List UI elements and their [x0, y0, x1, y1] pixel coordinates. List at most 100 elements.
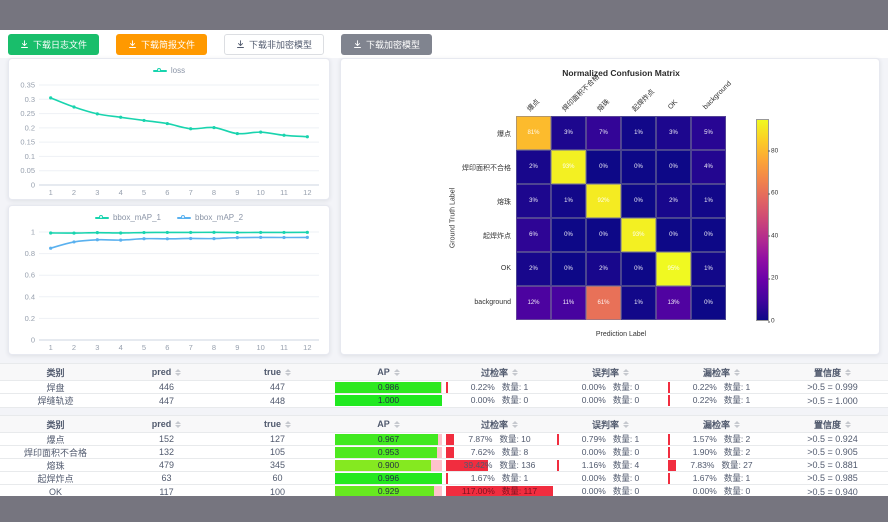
cell-miss-rate: 0.00% 数量: 0: [666, 485, 777, 498]
download-report-button[interactable]: 下载简报文件: [116, 33, 208, 55]
column-header-置信度[interactable]: 置信度: [777, 364, 888, 380]
sort-caret-icon[interactable]: [623, 420, 629, 428]
sort-caret-icon[interactable]: [175, 420, 182, 428]
colorbar-tick-label: 0: [768, 317, 775, 325]
column-header-true[interactable]: true: [222, 364, 333, 380]
legend-label: bbox_mAP_1: [112, 213, 161, 222]
sort-caret-icon[interactable]: [512, 420, 518, 428]
cell-ap: 0.996: [333, 472, 444, 484]
rate-count: 数量: 0: [501, 395, 529, 405]
column-header-label: 类别: [46, 419, 65, 430]
matrix-cell: 0%: [691, 218, 726, 252]
svg-text:4: 4: [119, 188, 123, 197]
column-header-AP[interactable]: AP: [333, 364, 444, 380]
confusion-matrix-title: Normalized Confusion Matrix: [562, 68, 680, 78]
matrix-cell: 11%: [551, 286, 586, 320]
cell-pred: 479: [158, 460, 175, 470]
ap-value: 0.986: [377, 381, 400, 392]
confusion-matrix-xlabel: Prediction Label: [595, 331, 647, 338]
matrix-cell: 0%: [656, 218, 691, 252]
rate-count: 数量: 0: [612, 381, 640, 392]
matrix-cell: 2%: [656, 184, 691, 218]
cell-class-name: OK: [48, 486, 62, 497]
cell-over-detection-rate: 7.87% 数量: 10: [444, 433, 555, 445]
legend-item-bbox_mAP_2[interactable]: bbox_mAP_2: [177, 213, 243, 222]
svg-text:0.35: 0.35: [20, 81, 35, 90]
sort-caret-icon[interactable]: [285, 420, 291, 428]
cell-misjudge-rate: 0.00% 数量: 0: [555, 381, 666, 393]
rate-percent: 0.00%: [581, 486, 606, 496]
cell-over-detection-rate: 1.67% 数量: 1: [444, 472, 555, 484]
sort-caret-icon[interactable]: [845, 420, 851, 428]
column-header-pred[interactable]: pred: [111, 364, 222, 380]
sort-caret-icon[interactable]: [512, 368, 518, 376]
column-header-置信度[interactable]: 置信度: [777, 416, 888, 432]
column-header-过检率[interactable]: 过检率: [444, 416, 555, 432]
sort-caret-icon[interactable]: [623, 368, 629, 376]
rate-text: 1.90% 数量: 2: [668, 447, 775, 458]
ap-bar-fill: [335, 433, 439, 445]
cell-over-detection-rate: 117.00% 数量: 117: [444, 485, 555, 498]
button-label: 下载日志文件: [33, 39, 88, 50]
sort-caret-icon[interactable]: [393, 420, 400, 428]
column-header-pred[interactable]: pred: [111, 416, 222, 432]
svg-text:4: 4: [119, 343, 123, 352]
column-header-label: AP: [377, 367, 390, 377]
sort-caret-icon[interactable]: [845, 368, 851, 376]
cell-confidence: >0.5 = 0.905: [807, 447, 858, 457]
rate-bar-over-detection-rate: 0.00% 数量: 0: [446, 395, 553, 406]
column-header-AP[interactable]: AP: [333, 416, 444, 432]
matrix-cell: 6%: [516, 218, 551, 252]
svg-text:6: 6: [165, 188, 169, 197]
legend-item-bbox_mAP_1[interactable]: bbox_mAP_1: [94, 213, 161, 222]
ap-bar-fill: [335, 459, 432, 471]
svg-text:9: 9: [235, 343, 239, 352]
legend-item-loss[interactable]: loss: [152, 66, 185, 75]
sort-caret-icon[interactable]: [175, 368, 182, 376]
rate-count: 数量: 1: [501, 381, 529, 392]
table-header-row: 类别 pred true AP 过检率 误判率 漏检率 置信度: [0, 364, 888, 381]
sort-caret-icon[interactable]: [393, 368, 400, 376]
cell-ap: 0.953: [333, 446, 444, 458]
cell-confidence: >0.5 = 0.940: [807, 486, 858, 497]
rate-count: 数量: 8: [501, 446, 529, 457]
svg-text:6: 6: [165, 343, 169, 352]
svg-text:1: 1: [31, 228, 35, 237]
rate-percent: 0.00%: [581, 381, 606, 392]
cell-class-name: 爆点: [46, 434, 65, 445]
column-header-label: 置信度: [813, 419, 841, 430]
rate-percent: 1.16%: [581, 459, 606, 470]
rate-bar-fill: [668, 395, 670, 406]
download-plain-model-button[interactable]: 下载非加密模型: [224, 33, 325, 55]
rate-bar-fill: [446, 459, 489, 471]
top-bar: [0, 0, 888, 30]
download-log-button[interactable]: 下载日志文件: [8, 33, 100, 55]
confusion-matrix-grid: 81% 3% 7% 1% 3% 5% 2% 93% 0% 0% 0% 4% 3% 1% 92% 0% 2% 1% 6…: [516, 116, 726, 320]
rate-percent: 0.22%: [692, 381, 717, 392]
sort-caret-icon[interactable]: [285, 368, 291, 376]
column-header-漏检率[interactable]: 漏检率: [666, 364, 777, 380]
svg-text:0.1: 0.1: [25, 152, 35, 161]
column-header-误判率[interactable]: 误判率: [555, 364, 666, 380]
sort-caret-icon[interactable]: [734, 420, 740, 428]
column-header-过检率[interactable]: 过检率: [444, 364, 555, 380]
sort-caret-icon[interactable]: [734, 368, 740, 376]
rate-bar-miss-rate: 7.83% 数量: 27: [668, 459, 775, 471]
rate-text: 0.00% 数量: 0: [446, 395, 553, 406]
rate-bar-misjudge-rate: 0.00% 数量: 0: [557, 382, 664, 393]
legend-marker: [152, 67, 167, 72]
svg-text:0.15: 0.15: [20, 138, 35, 147]
svg-text:3: 3: [95, 188, 99, 197]
column-header-误判率[interactable]: 误判率: [555, 416, 666, 432]
table-row: 焊印面积不合格 132 105 0.953 7.62% 数量: 8 0.00% 数量: 0 1.…: [0, 446, 888, 459]
column-header-漏检率[interactable]: 漏检率: [666, 416, 777, 432]
download-encrypted-model-button[interactable]: 下载加密模型: [341, 33, 433, 55]
matrix-cell: 0%: [621, 252, 656, 286]
cell-over-detection-rate: 0.00% 数量: 0: [444, 394, 555, 407]
rate-percent: 7.62%: [470, 446, 495, 457]
svg-text:1: 1: [49, 188, 53, 197]
rate-bar-over-detection-rate: 117.00% 数量: 117: [446, 486, 553, 497]
cell-class-name: 起焊炸点: [37, 473, 74, 484]
rate-bar-fill: [446, 472, 448, 484]
column-header-true[interactable]: true: [222, 416, 333, 432]
